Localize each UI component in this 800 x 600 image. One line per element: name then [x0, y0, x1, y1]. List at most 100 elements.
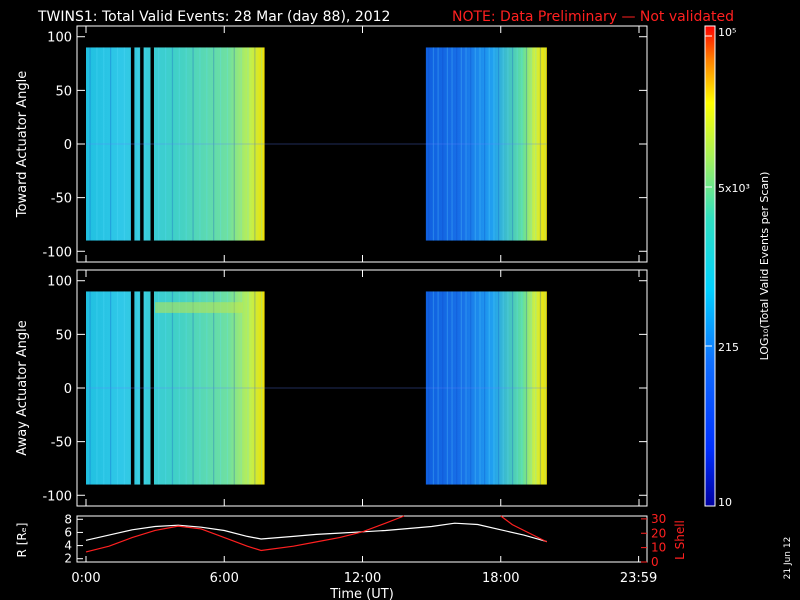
scan-stripe [428, 291, 430, 485]
scan-stripe [254, 291, 256, 485]
scan-stripe [544, 47, 546, 241]
scan-stripe [89, 291, 91, 485]
scan-stripe [521, 47, 523, 241]
away-yticks: 100 50 0 -50 -100 [42, 270, 647, 506]
scan-stripe [432, 47, 435, 241]
scan-stripe [261, 291, 263, 485]
scan-stripe [247, 47, 249, 241]
scan-stripe [240, 47, 242, 241]
data-gap [140, 47, 144, 241]
scan-stripe [535, 47, 537, 241]
data-block [86, 47, 265, 241]
scan-stripe [446, 47, 449, 241]
scan-stripe [428, 47, 430, 241]
r-ylabel: R [Rₑ] [15, 523, 29, 558]
scan-stripe [89, 47, 91, 241]
lshell-series-line [85, 515, 405, 553]
toward-ylabel: Toward Actuator Angle [15, 71, 30, 218]
xtick-label: 23:59 [620, 571, 657, 586]
scan-stripe [488, 291, 490, 485]
scan-stripe [110, 47, 112, 241]
scan-stripe [254, 47, 256, 241]
scan-stripe [456, 47, 458, 241]
scan-stripe [226, 291, 228, 485]
high-count-band [155, 302, 243, 313]
r-series-line [85, 522, 547, 543]
scan-stripe [437, 47, 439, 241]
scan-stripe [539, 291, 542, 485]
scan-stripe [521, 291, 523, 485]
scan-stripe [144, 291, 146, 485]
scan-stripe [484, 291, 486, 485]
scan-stripe [465, 291, 467, 485]
xtick-label: 0:00 [71, 571, 100, 586]
scan-stripe [233, 291, 235, 485]
data-block [425, 47, 547, 241]
scan-stripe [137, 47, 139, 241]
scan-stripe [96, 47, 98, 241]
scan-stripe [474, 291, 476, 485]
scan-stripe [213, 291, 215, 485]
scan-stripe [185, 291, 187, 485]
xtick-label: 12:00 [344, 571, 381, 586]
scan-stripe [488, 47, 490, 241]
time-xticks: 0:00 6:00 12:00 18:00 23:59 [71, 556, 657, 586]
r-ytick-label: 6 [64, 525, 72, 539]
scan-stripe [530, 47, 532, 241]
r-ytick-label: 4 [64, 539, 72, 553]
away-panel [86, 291, 547, 485]
scan-stripe [158, 47, 160, 241]
scan-stripe [219, 47, 222, 241]
ytick-label: -100 [42, 245, 72, 260]
scan-stripe [442, 291, 444, 485]
colorbar-label-215: 215 [718, 341, 739, 354]
data-gap [140, 291, 144, 485]
scan-stripe [137, 291, 139, 485]
ytick-label: -50 [51, 192, 72, 207]
scan-stripe [470, 47, 472, 241]
scan-stripe [432, 291, 435, 485]
scan-stripe [497, 47, 500, 241]
data-block [86, 291, 265, 485]
data-gap [130, 47, 135, 241]
scan-stripe [539, 47, 542, 241]
scan-stripe [451, 47, 453, 241]
scan-stripe [535, 291, 537, 485]
time-xlabel: Time (UT) [329, 587, 394, 600]
colorbar-label-max: 10⁵ [718, 26, 736, 39]
scan-stripe [516, 291, 518, 485]
toward-panel [86, 47, 547, 241]
ytick-label: 100 [47, 275, 72, 290]
scan-stripe [144, 47, 146, 241]
scan-stripe [437, 291, 439, 485]
scan-stripe [226, 47, 228, 241]
scan-stripe [460, 291, 462, 485]
scan-stripe [185, 47, 187, 241]
scan-stripe [213, 47, 215, 241]
scan-stripe [442, 47, 444, 241]
away-ylabel: Away Actuator Angle [15, 320, 30, 455]
scan-stripe [511, 291, 514, 485]
scan-stripe [171, 291, 174, 485]
scan-stripe [192, 291, 194, 485]
ytick-label: 0 [64, 138, 72, 153]
scan-stripe [261, 47, 263, 241]
scan-stripe [96, 291, 98, 485]
scan-stripe [507, 47, 509, 241]
colorbar-frame [704, 25, 716, 507]
data-gap [150, 291, 154, 485]
lshell-ylabel: L Shell [673, 520, 687, 560]
scan-stripe [451, 291, 453, 485]
scan-stripe [164, 291, 167, 485]
scan-stripe [525, 47, 528, 241]
scan-stripe [178, 291, 180, 485]
scan-stripe [530, 291, 532, 485]
ytick-label: 50 [55, 328, 72, 343]
colorbar-title: LOG₁₀(Total Valid Events per Scan) [758, 172, 771, 361]
scan-stripe [516, 47, 518, 241]
scan-stripe [484, 47, 486, 241]
lshell-ytick-label: 0 [651, 555, 659, 569]
scan-stripe [206, 291, 208, 485]
scan-stripe [103, 47, 105, 241]
